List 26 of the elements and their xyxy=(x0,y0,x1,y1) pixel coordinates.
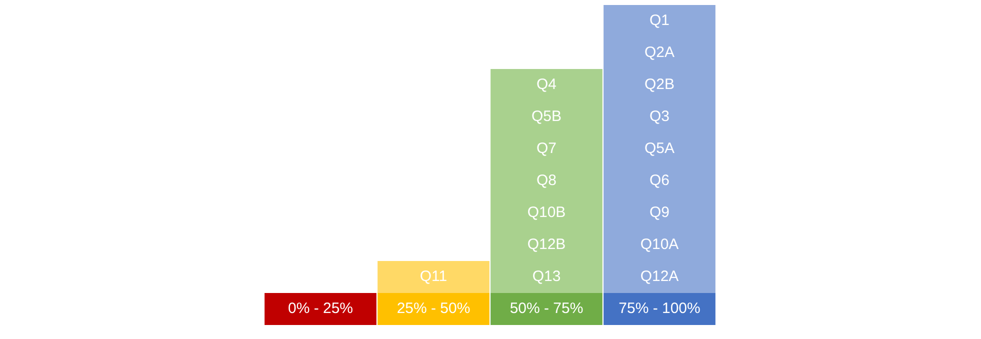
bar xyxy=(378,293,490,325)
x-tick-label: 0% - 25% xyxy=(288,300,354,318)
annotation: Q11 xyxy=(420,268,448,286)
annotation: Q13 xyxy=(532,268,561,286)
annotation: Q4 xyxy=(536,76,557,94)
annotation: Q10A xyxy=(640,236,679,254)
x-tick-label: 50% - 75% xyxy=(510,300,584,318)
annotation: Q2A xyxy=(644,44,675,62)
x-tick-label: 75% - 100% xyxy=(618,300,700,318)
bar xyxy=(264,293,376,325)
annotation: Q1 xyxy=(649,12,670,30)
annotation: Q5A xyxy=(644,140,675,158)
annotation: Q8 xyxy=(536,172,557,190)
annotation: Q6 xyxy=(649,172,670,190)
annotation: Q10B xyxy=(527,204,566,222)
annotation: Q12B xyxy=(527,236,566,254)
annotation: Q9 xyxy=(649,204,670,222)
x-tick-label: 25% - 50% xyxy=(396,300,470,318)
annotation: Q7 xyxy=(536,140,557,158)
bar xyxy=(604,293,716,325)
bar xyxy=(378,261,490,293)
annotation: Q5B xyxy=(531,108,562,126)
annotation: Q3 xyxy=(649,108,670,126)
bar xyxy=(490,293,602,325)
annotation: Q2B xyxy=(644,76,675,94)
annotation: Q12A xyxy=(640,268,679,286)
